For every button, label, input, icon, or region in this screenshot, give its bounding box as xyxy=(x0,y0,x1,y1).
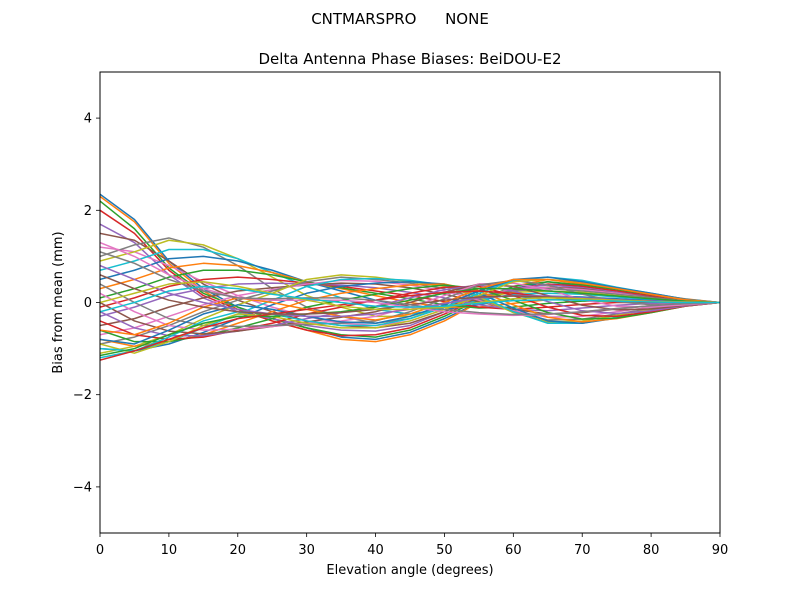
x-tick-label: 70 xyxy=(574,543,591,558)
x-tick-label: 30 xyxy=(298,543,315,558)
y-axis: −4 −2 0 2 4 xyxy=(73,112,100,495)
x-tick-label: 40 xyxy=(367,543,384,558)
series-line-33 xyxy=(100,287,720,357)
x-axis-label: Elevation angle (degrees) xyxy=(326,563,493,578)
series-line-40 xyxy=(100,285,720,313)
series-line-1 xyxy=(100,193,720,341)
y-tick-label: 4 xyxy=(84,112,92,127)
series-line-39 xyxy=(100,281,720,311)
y-tick-label: 2 xyxy=(84,204,92,219)
series-line-2 xyxy=(100,195,720,343)
series-line-4 xyxy=(100,209,720,337)
x-tick-label: 10 xyxy=(161,543,178,558)
series-line-31 xyxy=(100,276,720,345)
x-tick-label: 90 xyxy=(712,543,729,558)
x-tick-label: 20 xyxy=(230,543,247,558)
x-tick-label: 50 xyxy=(436,543,453,558)
chart-suptitle: CNTMARSPRO NONE xyxy=(311,10,489,28)
x-tick-label: 60 xyxy=(505,543,522,558)
series-line-3 xyxy=(100,200,720,338)
x-tick-label: 0 xyxy=(96,543,104,558)
y-tick-label: −4 xyxy=(73,480,92,495)
series-line-26 xyxy=(100,283,720,335)
x-tick-label: 80 xyxy=(643,543,660,558)
y-tick-label: 0 xyxy=(84,296,92,311)
series-line-38 xyxy=(100,251,720,316)
series-group xyxy=(100,193,720,361)
x-axis: 0 10 20 30 40 50 60 70 80 90 xyxy=(96,533,728,558)
chart-title: Delta Antenna Phase Biases: BeiDOU-E2 xyxy=(259,50,562,68)
y-tick-label: −2 xyxy=(73,388,92,403)
y-axis-label: Bias from mean (mm) xyxy=(51,231,66,373)
series-line-24 xyxy=(100,285,720,341)
series-line-25 xyxy=(100,284,720,337)
